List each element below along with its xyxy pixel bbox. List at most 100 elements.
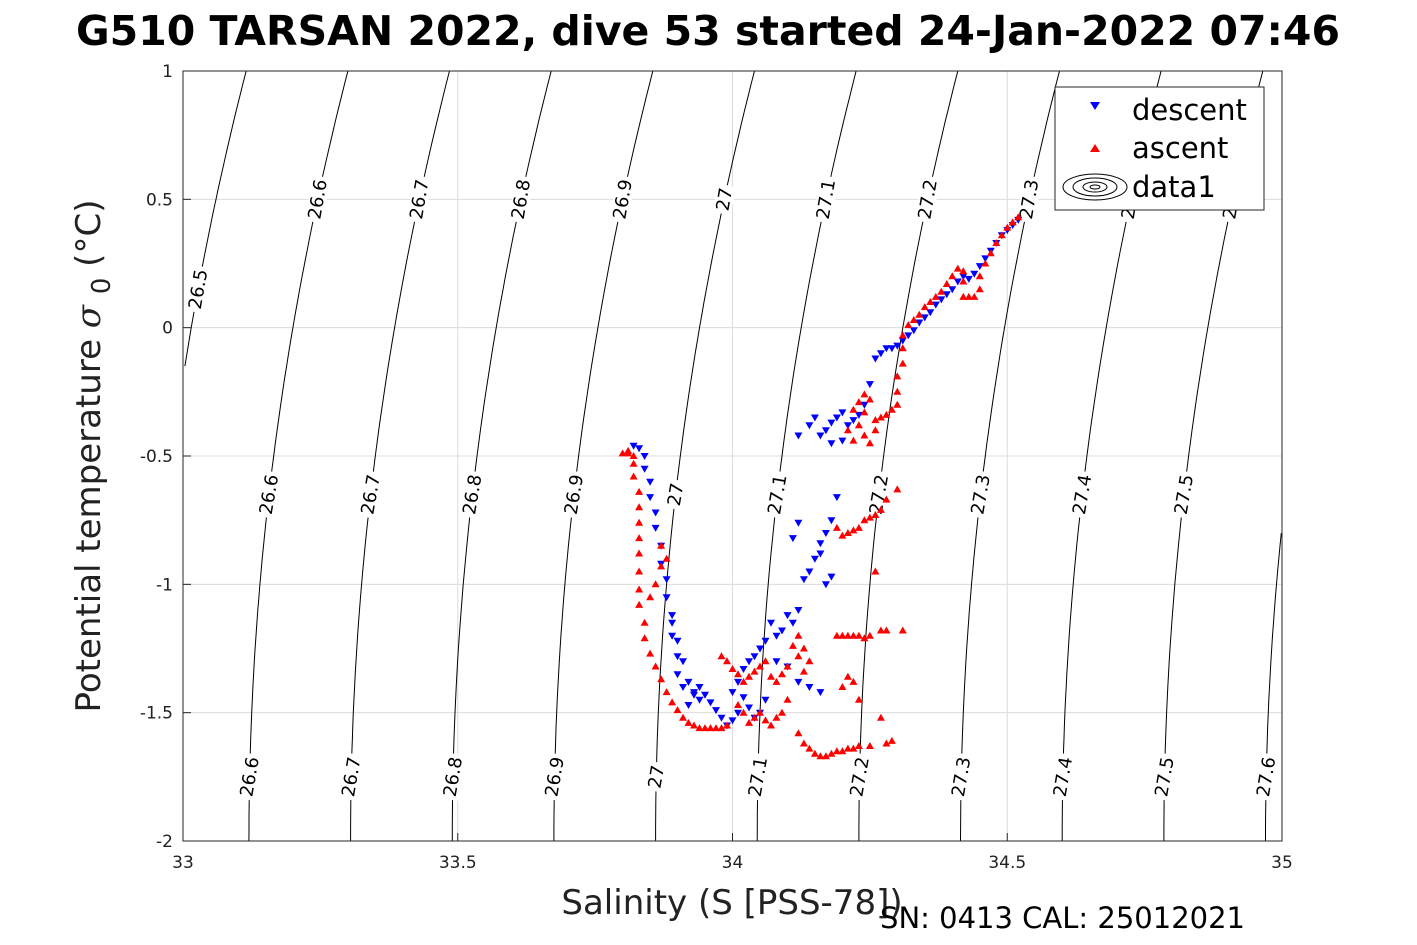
legend-label-ascent: ascent (1132, 131, 1228, 165)
legend-label-data1: data1 (1132, 170, 1216, 204)
contour-label-bg (304, 175, 331, 224)
ascent-point (926, 298, 935, 305)
y-tick-label: 0.5 (146, 190, 173, 210)
descent-point (739, 666, 748, 673)
descent-point (701, 691, 709, 699)
ascent-point (832, 631, 841, 639)
ascent-point (893, 485, 902, 493)
ascent-point (986, 249, 995, 257)
ascent-point (695, 724, 704, 732)
ascent-point (887, 736, 896, 744)
descent-point (767, 619, 775, 627)
ascent-point (767, 721, 775, 729)
descent-point (640, 465, 649, 473)
contour-label: 26.8 (459, 470, 487, 519)
descent-point (970, 270, 979, 278)
y-axis-label-unit: (°C) (69, 200, 109, 267)
ascent-point (799, 667, 808, 675)
ascent-point (668, 698, 677, 706)
ascent-point (629, 452, 638, 459)
ascent-point (794, 729, 803, 737)
legend-box (1054, 86, 1265, 211)
x-tick-label: 34.5 (988, 853, 1026, 873)
contour-label: 27.3 (948, 752, 975, 802)
ascent-point (635, 518, 644, 526)
descent-point (810, 555, 819, 563)
descent-point (926, 309, 935, 317)
descent-point (756, 645, 764, 653)
descent-point (673, 653, 682, 661)
chart-title: G510 TARSAN 2022, dive 53 started 24-Jan… (76, 7, 1340, 55)
descent-point (712, 707, 720, 715)
ascent-point (728, 665, 737, 672)
ascent-point (640, 618, 649, 626)
descent-point (651, 524, 660, 532)
ascent-point (723, 721, 731, 729)
descent-point (810, 414, 819, 422)
ascent-point (882, 410, 891, 418)
ascent-point (887, 405, 896, 413)
contour-label-bg (1069, 470, 1095, 519)
ascent-point (750, 667, 759, 675)
descent-point (893, 342, 902, 350)
contour-label-bg (1171, 470, 1197, 519)
x-tick-label: 34 (722, 853, 744, 873)
ascent-point (843, 631, 852, 639)
ascent-point (942, 280, 951, 287)
ascent-point (706, 724, 715, 732)
ascent-point (871, 511, 880, 518)
ascent-point (690, 721, 698, 729)
ascent-point (657, 541, 666, 549)
descent-point (909, 327, 918, 335)
descent-point (904, 332, 913, 340)
x-tick-label: 33.5 (439, 853, 477, 873)
descent-point (772, 632, 781, 640)
ascent-point (651, 580, 660, 588)
ascent-point (717, 724, 726, 732)
contour-line-26.5 (184, 70, 247, 367)
ascent-point (854, 398, 863, 406)
descent-point (821, 427, 830, 435)
descent-point (761, 637, 770, 645)
descent-point (882, 345, 891, 353)
descent-point (794, 607, 803, 614)
ascent-point (810, 749, 819, 757)
descent-point (651, 509, 660, 517)
x-tick-label: 35 (1271, 853, 1293, 873)
ascent-point (931, 292, 940, 300)
descent-point (931, 301, 940, 309)
descent-point (871, 355, 880, 363)
y-tick-label: 0 (162, 319, 173, 339)
contour-label: 26.7 (406, 175, 434, 224)
ascent-point (898, 359, 907, 367)
descent-point (805, 422, 814, 430)
descent-point (629, 442, 638, 450)
contour-label-bg (712, 183, 736, 216)
x-tick-label: 33 (172, 853, 194, 873)
descent-point (635, 445, 644, 453)
descent-point (981, 255, 990, 263)
ascent-point (871, 426, 880, 434)
footer-serial: SN: 0413 CAL: 25012021 (880, 901, 1245, 935)
ascent-point (794, 652, 803, 660)
ascent-point (662, 688, 671, 696)
descent-point (860, 401, 869, 409)
ascent-point (635, 567, 644, 575)
x-axis-label: Salinity (S [PSS-78]) (561, 883, 902, 923)
ascent-point (898, 331, 907, 339)
ascent-point (854, 631, 863, 639)
descent-point (695, 696, 704, 704)
descent-point (761, 696, 770, 704)
ascent-point (734, 701, 742, 708)
descent-point (673, 671, 682, 679)
ascent-point (816, 752, 825, 760)
contour-label-bg (664, 478, 687, 511)
ascent-point (948, 272, 957, 280)
descent-point (668, 619, 677, 627)
contour-label: 27.2 (914, 175, 942, 224)
descent-point (805, 568, 814, 576)
legend: descent ascent data1 (1054, 86, 1265, 211)
descent-point (959, 273, 968, 281)
ascent-point (618, 449, 627, 457)
descent-point (788, 535, 797, 543)
